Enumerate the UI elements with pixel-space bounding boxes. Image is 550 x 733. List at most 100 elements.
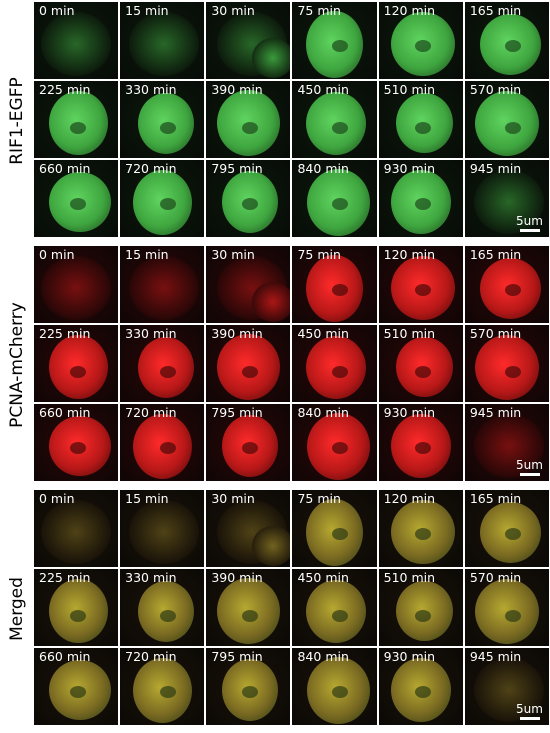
panel-label-pcna: PCNA-mCherry xyxy=(0,246,34,483)
panel-label-text: Merged xyxy=(7,576,28,641)
micrograph-tile: 930 min xyxy=(378,648,463,725)
nucleolus xyxy=(414,528,431,540)
nucleolus xyxy=(414,686,431,698)
micrograph-tile: 720 min xyxy=(120,160,205,237)
nucleolus xyxy=(160,610,177,622)
time-label: 330 min xyxy=(125,570,177,585)
nucleolus xyxy=(414,442,431,454)
nucleolus xyxy=(242,122,259,134)
time-label: 30 min xyxy=(211,491,255,506)
time-label: 660 min xyxy=(39,161,91,176)
time-label: 450 min xyxy=(297,82,349,97)
micrograph-tile: 660 min xyxy=(34,648,119,725)
micrograph-tile: 930 min xyxy=(378,404,463,481)
nucleolus xyxy=(332,198,349,210)
time-label: 390 min xyxy=(211,570,263,585)
cell-nucleus xyxy=(41,500,111,564)
nucleolus xyxy=(242,366,259,378)
micrograph-tile: 390 min xyxy=(206,569,291,646)
nucleolus xyxy=(332,284,349,296)
nucleolus xyxy=(504,366,521,378)
panel-label-merged: Merged xyxy=(0,490,34,727)
scale-bar-label: 5um xyxy=(516,214,543,228)
time-label: 840 min xyxy=(297,405,349,420)
nucleolus xyxy=(160,442,177,454)
cell-nucleus xyxy=(473,414,544,478)
cell-nucleus xyxy=(473,658,544,722)
panel-label-text: PCNA-mCherry xyxy=(7,301,28,428)
cell-nucleus xyxy=(41,12,111,76)
image-grid-pcna: 0 min 15 min 30 min 75 min 120 min 165 min 225… xyxy=(34,246,549,481)
cell-nucleus xyxy=(129,12,200,76)
cell-nucleus xyxy=(41,256,111,320)
micrograph-tile: 840 min xyxy=(292,648,377,725)
micrograph-tile: 795 min xyxy=(206,404,291,481)
time-label: 330 min xyxy=(125,326,177,341)
micrograph-tile: 450 min xyxy=(292,81,377,158)
micrograph-tile: 330 min xyxy=(120,81,205,158)
time-label: 930 min xyxy=(383,161,436,176)
scale-bar: 5um xyxy=(516,703,543,720)
nucleolus xyxy=(70,442,86,454)
nucleolus xyxy=(160,686,177,698)
nucleolus xyxy=(70,366,86,378)
time-label: 165 min xyxy=(469,3,522,18)
nucleolus xyxy=(332,610,349,622)
time-label: 450 min xyxy=(297,326,349,341)
nucleolus xyxy=(414,198,431,210)
time-label: 120 min xyxy=(383,3,436,18)
time-label: 510 min xyxy=(383,570,436,585)
micrograph-tile: 225 min xyxy=(34,81,119,158)
nucleolus xyxy=(70,198,86,210)
nucleolus xyxy=(504,284,521,296)
time-label: 390 min xyxy=(211,82,263,97)
time-label: 165 min xyxy=(469,491,522,506)
neighbor-cell xyxy=(252,38,291,78)
micrograph-tile: 945 min 5um xyxy=(464,160,549,237)
micrograph-tile: 120 min xyxy=(378,246,463,323)
time-label: 450 min xyxy=(297,570,349,585)
time-label: 15 min xyxy=(125,3,169,18)
micrograph-tile: 15 min xyxy=(120,490,205,567)
nucleolus xyxy=(160,122,177,134)
micrograph-tile: 30 min xyxy=(206,246,291,323)
micrograph-tile: 930 min xyxy=(378,160,463,237)
time-label: 15 min xyxy=(125,491,169,506)
micrograph-tile: 165 min xyxy=(464,490,549,567)
time-label: 330 min xyxy=(125,82,177,97)
micrograph-tile: 570 min xyxy=(464,569,549,646)
micrograph-tile: 510 min xyxy=(378,81,463,158)
micrograph-tile: 660 min xyxy=(34,160,119,237)
micrograph-tile: 450 min xyxy=(292,569,377,646)
image-grid-merged: 0 min 15 min 30 min 75 min 120 min 165 min 225… xyxy=(34,490,549,725)
time-label: 75 min xyxy=(297,491,341,506)
nucleolus xyxy=(332,40,349,52)
scale-bar-line xyxy=(519,717,540,720)
time-label: 945 min xyxy=(469,405,522,420)
nucleolus xyxy=(70,122,86,134)
time-label: 0 min xyxy=(39,491,75,506)
nucleolus xyxy=(504,40,521,52)
micrograph-tile: 165 min xyxy=(464,246,549,323)
time-label: 0 min xyxy=(39,247,75,262)
time-label: 30 min xyxy=(211,3,255,18)
time-label: 510 min xyxy=(383,326,436,341)
panel-label-rif1: RIF1-EGFP xyxy=(0,2,34,239)
scale-bar-label: 5um xyxy=(516,702,543,716)
micrograph-tile: 330 min xyxy=(120,325,205,402)
micrograph-tile: 570 min xyxy=(464,81,549,158)
nucleolus xyxy=(242,198,259,210)
time-label: 945 min xyxy=(469,161,522,176)
time-label: 570 min xyxy=(469,82,522,97)
time-label: 795 min xyxy=(211,649,263,664)
time-label: 225 min xyxy=(39,82,91,97)
scale-bar: 5um xyxy=(516,215,543,232)
time-label: 30 min xyxy=(211,247,255,262)
time-label: 930 min xyxy=(383,649,436,664)
nucleolus xyxy=(70,686,86,698)
nucleolus xyxy=(242,442,259,454)
time-label: 660 min xyxy=(39,649,91,664)
micrograph-tile: 0 min xyxy=(34,246,119,323)
scale-bar-line xyxy=(519,473,540,476)
nucleolus xyxy=(414,122,431,134)
